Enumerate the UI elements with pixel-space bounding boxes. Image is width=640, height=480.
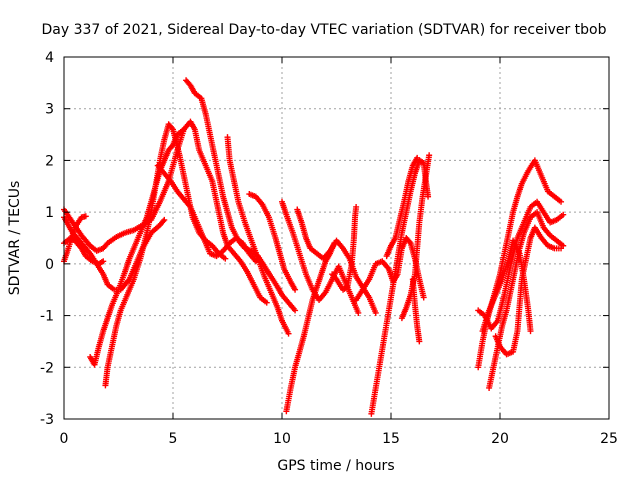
- data-point: [161, 216, 168, 223]
- data-point: [100, 258, 107, 265]
- series-track-12: [294, 206, 379, 316]
- y-tick-label: -1: [40, 309, 54, 325]
- data-point: [353, 203, 360, 210]
- x-tick-label: 5: [169, 431, 178, 447]
- data-point: [372, 309, 379, 316]
- y-tick-labels: -3 -2 -1 0 1 2 3 4: [40, 50, 54, 428]
- x-tick-label: 15: [382, 431, 400, 447]
- x-axis-label: GPS time / hours: [277, 458, 394, 474]
- series-track-17: [383, 154, 421, 260]
- data-point: [331, 240, 338, 247]
- series-track-13: [283, 240, 338, 415]
- x-tick-label: 20: [491, 431, 509, 447]
- y-tick-label: 4: [45, 50, 54, 66]
- y-tick-label: 1: [45, 205, 54, 221]
- y-axis-label: SDTVAR / TECUs: [7, 181, 23, 296]
- data-point: [420, 294, 427, 301]
- data-point: [558, 198, 565, 205]
- data-point: [263, 299, 270, 306]
- data-points: [61, 77, 567, 417]
- series-track-9: [224, 134, 292, 337]
- data-point: [285, 330, 292, 337]
- data-point: [180, 126, 187, 133]
- x-tick-label: 25: [600, 431, 618, 447]
- y-tick-label: 3: [45, 102, 54, 118]
- y-tick-label: -2: [40, 360, 54, 376]
- data-point: [426, 152, 433, 159]
- y-tick-label: -3: [40, 412, 54, 428]
- series-track-23: [492, 224, 565, 358]
- data-point: [292, 307, 299, 314]
- data-point: [527, 328, 534, 335]
- data-point: [168, 125, 175, 132]
- series-track-24: [479, 237, 534, 335]
- data-point: [168, 143, 175, 150]
- series-track-18: [398, 152, 433, 322]
- data-point: [222, 255, 229, 262]
- data-point: [355, 309, 362, 316]
- plot-frame: [63, 56, 610, 420]
- y-tick-label: 0: [45, 257, 54, 273]
- chart-title: Day 337 of 2021, Sidereal Day-to-day VTE…: [41, 22, 606, 38]
- y-tick-label: 2: [45, 153, 54, 169]
- data-point: [425, 193, 432, 200]
- data-point: [416, 338, 423, 345]
- series-track-14: [329, 203, 360, 293]
- series-track-4: [61, 213, 89, 265]
- x-tick-label: 10: [273, 431, 291, 447]
- data-point: [414, 154, 421, 161]
- data-point: [332, 275, 339, 282]
- tick-marks: [63, 56, 610, 420]
- series-track-16: [368, 157, 432, 417]
- series-track-8: [183, 77, 299, 314]
- x-tick-labels: 0 5 10 15 20 25: [60, 431, 618, 447]
- series-track-19: [409, 276, 423, 345]
- x-tick-label: 0: [60, 431, 69, 447]
- data-point: [406, 238, 413, 245]
- data-point: [160, 218, 167, 225]
- data-point: [82, 213, 89, 220]
- series-track-10: [246, 191, 299, 293]
- data-point: [558, 245, 565, 252]
- data-point: [292, 286, 299, 293]
- data-point: [560, 211, 567, 218]
